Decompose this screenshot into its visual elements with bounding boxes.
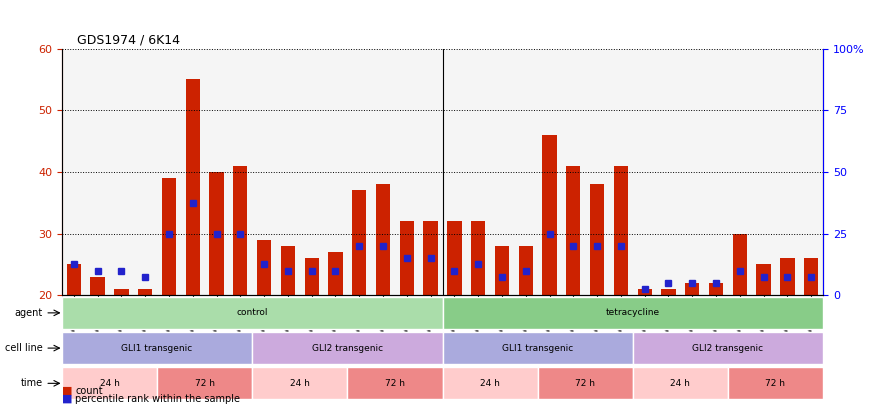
Bar (62, 367, 158, 399)
Bar (543, 135, 557, 295)
Text: ■: ■ (62, 386, 73, 396)
Bar (62, 332, 252, 364)
Text: GLI1 transgenic: GLI1 transgenic (121, 343, 193, 353)
Text: ■: ■ (62, 394, 73, 404)
Bar (234, 166, 248, 295)
Bar (210, 172, 224, 295)
Bar (495, 246, 509, 295)
Bar (442, 297, 823, 329)
Bar (90, 277, 104, 295)
Bar (257, 240, 272, 295)
Bar (138, 289, 152, 295)
Bar (781, 258, 795, 295)
Bar (590, 184, 604, 295)
Bar (66, 264, 81, 295)
Bar (733, 234, 747, 295)
Text: 72 h: 72 h (385, 379, 405, 388)
Bar (158, 367, 252, 399)
Text: agent: agent (15, 308, 42, 318)
Text: time: time (21, 378, 42, 388)
Bar (348, 367, 442, 399)
Text: 72 h: 72 h (195, 379, 215, 388)
Text: GLI1 transgenic: GLI1 transgenic (502, 343, 573, 353)
Bar (304, 258, 319, 295)
Text: count: count (75, 386, 103, 396)
Bar (709, 283, 723, 295)
Bar (400, 221, 414, 295)
Bar (114, 289, 128, 295)
Text: GLI2 transgenic: GLI2 transgenic (692, 343, 764, 353)
Bar (804, 258, 819, 295)
Text: cell line: cell line (5, 343, 42, 353)
Bar (62, 297, 442, 329)
Text: 72 h: 72 h (766, 379, 786, 388)
Bar (728, 367, 823, 399)
Bar (376, 184, 390, 295)
Bar (661, 289, 675, 295)
Text: GLI2 transgenic: GLI2 transgenic (312, 343, 383, 353)
Text: GDS1974 / 6K14: GDS1974 / 6K14 (77, 33, 181, 46)
Bar (162, 178, 176, 295)
Bar (328, 252, 342, 295)
Bar (614, 166, 628, 295)
Bar (566, 166, 581, 295)
Text: 72 h: 72 h (575, 379, 596, 388)
Bar (252, 332, 442, 364)
Text: percentile rank within the sample: percentile rank within the sample (75, 394, 240, 404)
Bar (633, 367, 728, 399)
Bar (637, 289, 652, 295)
Bar (186, 79, 200, 295)
Text: 24 h: 24 h (481, 379, 500, 388)
Bar (519, 246, 533, 295)
Bar (442, 332, 633, 364)
Bar (281, 246, 295, 295)
Bar (424, 221, 438, 295)
Text: 24 h: 24 h (290, 379, 310, 388)
Bar (471, 221, 485, 295)
Bar (757, 264, 771, 295)
Bar (538, 367, 633, 399)
Bar (447, 221, 462, 295)
Bar (252, 367, 348, 399)
Text: 24 h: 24 h (671, 379, 690, 388)
Text: tetracycline: tetracycline (605, 308, 660, 318)
Text: 24 h: 24 h (100, 379, 119, 388)
Text: control: control (236, 308, 268, 318)
Bar (633, 332, 823, 364)
Bar (352, 190, 366, 295)
Bar (442, 367, 538, 399)
Bar (685, 283, 699, 295)
